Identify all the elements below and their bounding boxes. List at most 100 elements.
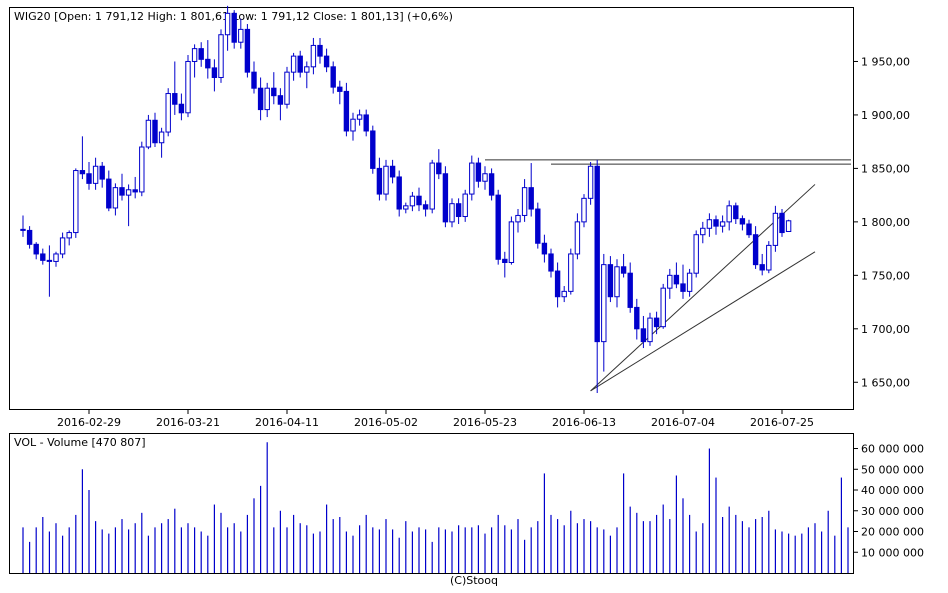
candle-body-down [33, 243, 39, 255]
candle [667, 268, 673, 299]
candle [271, 72, 277, 105]
candle [53, 251, 59, 267]
candle-body-up [409, 195, 416, 207]
candle-body-up [772, 212, 779, 246]
candle [86, 161, 92, 190]
candle-body-up [165, 93, 171, 133]
candle [495, 189, 501, 265]
candle [277, 88, 284, 121]
candle-body-down [132, 189, 138, 193]
candle [198, 42, 204, 67]
candle-body-down [779, 212, 785, 234]
candle [20, 215, 26, 237]
candle-body-down [178, 103, 185, 114]
candle-body-up [647, 317, 653, 343]
candle [620, 253, 627, 278]
volume-header: VOL - Volume [470 807] [14, 436, 146, 449]
candle [356, 109, 363, 126]
candle-body-up [53, 253, 59, 262]
candle-body-up [766, 244, 772, 271]
price-x-tick-label: 2016-06-13 [552, 416, 616, 429]
candle [719, 215, 726, 233]
volume-y-axis: 60 000 000 50 000 000 40 000 000 30 000 000… [853, 443, 924, 559]
price-y-tick-label: 1 650,00 [861, 376, 910, 389]
candle [152, 112, 158, 148]
candle [422, 200, 429, 217]
price-x-tick-label: 2016-03-21 [156, 416, 220, 429]
price-x-tick-label: 2016-02-29 [57, 416, 121, 429]
volume-y-tick-label: 50 000 000 [861, 463, 924, 476]
candle-body-down [277, 95, 284, 105]
price-x-tick-label: 2016-05-23 [453, 416, 517, 429]
candle-body-up [508, 221, 515, 264]
candle [673, 262, 680, 289]
candle [640, 315, 647, 349]
candle-body-up [660, 287, 666, 328]
volume-chart: VOL - Volume [470 807] 60 000 000 50 000 … [9, 433, 924, 574]
candle-body-down [323, 55, 330, 68]
candle-body-down [211, 67, 218, 79]
candle [158, 127, 165, 158]
candle-body-down [733, 205, 739, 220]
candle [304, 61, 310, 89]
candle [541, 234, 548, 263]
candle [323, 48, 330, 73]
candle-body-down [442, 173, 449, 223]
candle [680, 264, 686, 299]
candle-body-up [429, 162, 435, 210]
price-chart: WIG20 [Open: 1 791,12 High: 1 801,61 Low… [9, 5, 910, 429]
candle [185, 55, 191, 118]
candle-body-up [568, 253, 574, 292]
candle [244, 24, 251, 78]
candle [515, 209, 521, 233]
trend-line [590, 251, 816, 392]
candle [231, 10, 237, 49]
candle [337, 80, 343, 105]
candle-body-up [614, 266, 620, 298]
candle [482, 166, 488, 190]
candle [568, 248, 574, 295]
candle [706, 213, 713, 237]
candle [614, 259, 620, 308]
candle-body-down [198, 48, 204, 60]
candle-body-up [574, 221, 581, 255]
candle [79, 136, 86, 180]
candle [251, 61, 257, 94]
candle-body-up [515, 214, 521, 223]
candle-body-down [640, 328, 647, 343]
candle [647, 312, 653, 346]
candle [238, 18, 244, 49]
price-y-tick-label: 1 800,00 [861, 216, 910, 229]
candle-body-up [521, 187, 528, 216]
price-y-tick-label: 1 900,00 [861, 109, 910, 122]
candle-body-down [627, 272, 633, 308]
candle [535, 202, 541, 249]
candle [785, 219, 792, 232]
candle-body-down [244, 28, 251, 73]
candle-body-down [528, 187, 534, 210]
candle [99, 161, 105, 188]
candle-body-down [416, 195, 422, 206]
candle [601, 253, 607, 372]
price-y-tick-label: 1 850,00 [861, 162, 910, 175]
price-y-axis: 1 950,00 1 900,00 1 850,00 1 800,00 1 750,00… [853, 55, 910, 389]
volume-y-tick-label: 10 000 000 [861, 546, 924, 559]
candle-body-down [172, 93, 178, 105]
candle-body-up [125, 189, 132, 196]
candle [73, 168, 79, 238]
candle [488, 168, 495, 201]
volume-plot-frame [9, 433, 854, 574]
candle-body-up [719, 221, 726, 227]
candle [462, 189, 468, 222]
candle [112, 183, 119, 216]
candle [376, 157, 383, 201]
candle-body-down [495, 194, 501, 260]
candle-body-down [26, 229, 33, 245]
candle-body-down [594, 165, 600, 343]
candle-body-up [218, 34, 224, 79]
candle-body-down [257, 87, 264, 111]
candle [733, 202, 739, 225]
candle-body-down [739, 218, 746, 225]
candle-body-up [238, 28, 244, 43]
candle [191, 44, 198, 78]
